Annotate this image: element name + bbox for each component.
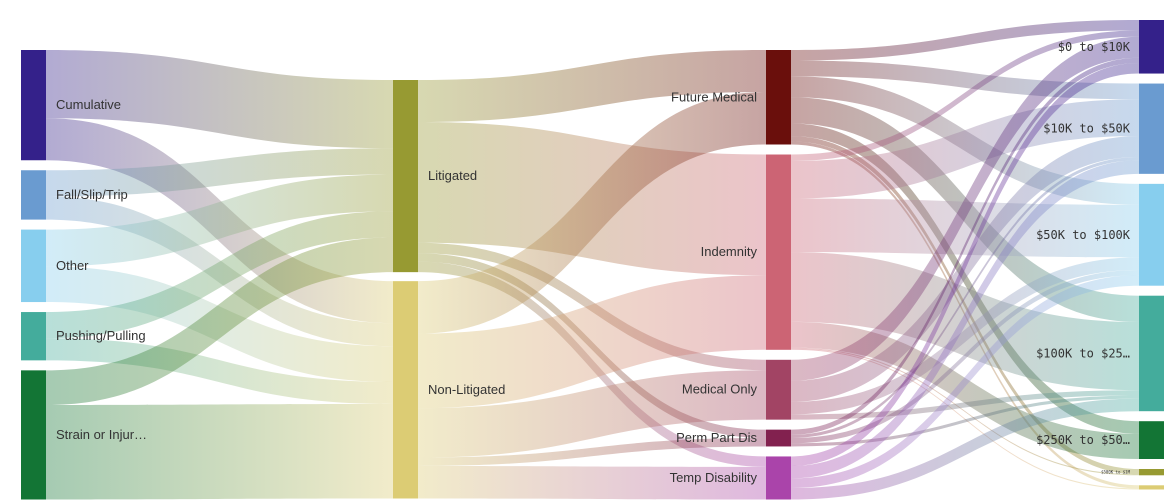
link-medonly-to-b50[interactable] <box>791 257 1139 415</box>
link-medonly-to-b100[interactable] <box>791 390 1139 420</box>
label-b250: $250K to $50… <box>1036 433 1130 447</box>
node-indemnity[interactable] <box>766 154 791 350</box>
link-future-to-b0[interactable] <box>791 20 1139 61</box>
link-tempdis-to-b50[interactable] <box>791 275 1139 489</box>
link-nonlit-to-ppd[interactable] <box>418 438 766 466</box>
link-other-to-litigated[interactable] <box>46 174 393 267</box>
link-indemnity-to-b0[interactable] <box>791 30 1139 161</box>
labels-layer: Cumulative Fall/Slip/Trip Other Pushing/Pul… <box>56 40 1131 485</box>
node-fall[interactable] <box>21 170 46 220</box>
label-b100: $100K to $25… <box>1036 346 1130 360</box>
label-strain: Strain or Injur… <box>56 427 147 442</box>
node-b50[interactable] <box>1139 183 1164 286</box>
link-indemnity-to-b500[interactable] <box>791 347 1139 476</box>
link-nonlit-to-tempdis[interactable] <box>418 465 766 500</box>
node-strain[interactable] <box>21 370 46 500</box>
node-other[interactable] <box>21 229 46 303</box>
link-tempdis-to-b10[interactable] <box>791 160 1139 479</box>
node-b500[interactable] <box>1139 469 1164 476</box>
label-b500: $500K to $1M <box>1101 470 1130 475</box>
link-indemnity-to-b10[interactable] <box>791 99 1139 199</box>
link-cumulative-to-litigated[interactable] <box>46 50 393 149</box>
node-tempdis[interactable] <box>766 456 791 500</box>
node-nonlit[interactable] <box>393 281 418 499</box>
link-pushing-to-litigated[interactable] <box>46 211 393 339</box>
label-indemnity: Indemnity <box>701 244 758 259</box>
links-layer <box>46 20 1139 500</box>
link-ppd-to-b100[interactable] <box>791 395 1139 447</box>
node-litigated[interactable] <box>393 80 418 273</box>
link-tempdis-to-b0[interactable] <box>791 63 1139 467</box>
link-tempdis-to-b100[interactable] <box>791 398 1139 500</box>
node-b10[interactable] <box>1139 83 1164 174</box>
link-indemnity-to-b1m[interactable] <box>791 348 1139 490</box>
label-ppd: Perm Part Dis <box>676 430 757 445</box>
label-nonlit: Non-Litigated <box>428 382 505 397</box>
node-b250[interactable] <box>1139 421 1164 459</box>
link-ppd-to-b10[interactable] <box>791 157 1139 439</box>
link-litigated-to-future[interactable] <box>418 50 766 122</box>
node-pushing[interactable] <box>21 312 46 361</box>
label-b50: $50K to $100K <box>1036 228 1131 242</box>
label-other: Other <box>56 258 89 273</box>
link-ppd-to-b0[interactable] <box>791 57 1139 435</box>
label-cumulative: Cumulative <box>56 97 121 112</box>
label-medonly: Medical Only <box>682 382 758 397</box>
label-fall: Fall/Slip/Trip <box>56 187 128 202</box>
node-b100[interactable] <box>1139 295 1164 412</box>
label-b10: $10K to $50K <box>1043 122 1130 136</box>
node-future[interactable] <box>766 50 791 145</box>
link-medonly-to-b0[interactable] <box>791 36 1139 381</box>
link-ppd-to-b50[interactable] <box>791 269 1139 444</box>
node-cumulative[interactable] <box>21 50 46 161</box>
label-litigated: Litigated <box>428 168 477 183</box>
link-nonlit-to-medonly[interactable] <box>418 370 766 458</box>
link-fall-to-litigated[interactable] <box>46 148 393 197</box>
node-b0[interactable] <box>1139 20 1164 74</box>
node-b1m[interactable] <box>1139 485 1164 490</box>
label-pushing: Pushing/Pulling <box>56 328 146 343</box>
node-medonly[interactable] <box>766 359 791 420</box>
label-tempdis: Temp Disability <box>670 470 758 485</box>
link-strain-to-litigated[interactable] <box>46 237 393 406</box>
label-b0: $0 to $10K <box>1058 40 1131 54</box>
label-future: Future Medical <box>671 89 757 104</box>
link-indemnity-to-b50[interactable] <box>791 198 1139 258</box>
link-nonlit-to-future[interactable] <box>418 92 766 334</box>
link-nonlit-to-indemnity[interactable] <box>418 275 766 409</box>
node-ppd[interactable] <box>766 429 791 447</box>
nodes-layer <box>21 20 1164 500</box>
link-pushing-to-nonlit[interactable] <box>46 338 393 404</box>
link-strain-to-nonlit[interactable] <box>46 404 393 500</box>
